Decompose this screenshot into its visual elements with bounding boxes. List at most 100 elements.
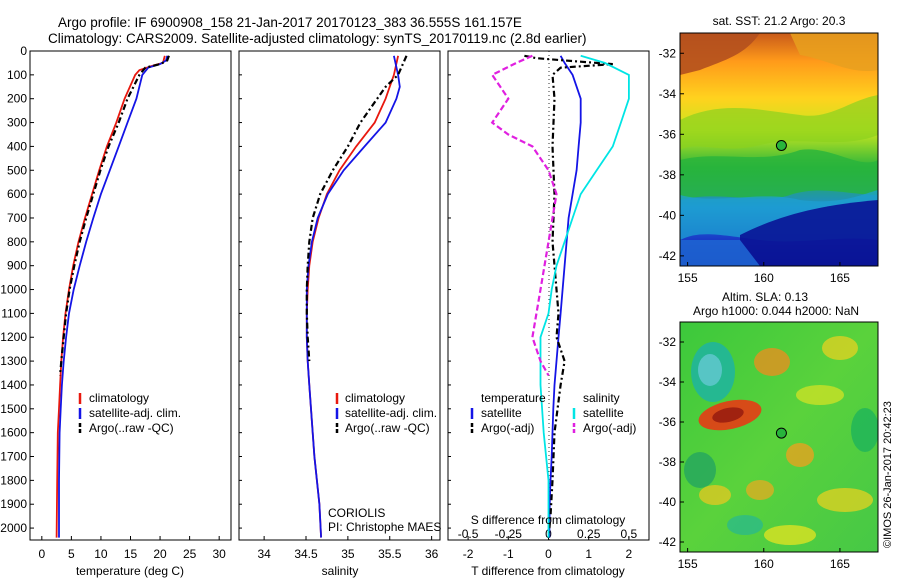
temperature-panel: 0100200300400500600700800900100011001200…	[0, 44, 232, 578]
series-line-climatology	[305, 55, 399, 538]
lon-tick-label: 160	[754, 557, 774, 571]
x-tick-label: 35	[341, 547, 355, 561]
x-tick-label: -0.5	[458, 527, 479, 541]
difference-lines	[448, 50, 630, 538]
x-tick-label: 35.5	[378, 547, 402, 561]
difference-panel: -2 -1 0 1 2 -0.5 -0.25 0 0.25 0.5 S difference f…	[447, 50, 650, 578]
header-line1: Argo profile: IF 6900908_158 21-Jan-2017…	[58, 15, 522, 30]
lat-tick-label: -38	[659, 455, 677, 469]
lat-tick-label: -42	[659, 535, 677, 549]
sla-map: Altim. SLA: 0.13 Argo h1000: 0.044 h2000…	[659, 290, 879, 571]
sst-map-frame	[679, 32, 879, 267]
series-line-climatology	[55, 55, 166, 538]
lat-tick-label: -38	[659, 168, 677, 182]
x-tick-label: 0.5	[621, 527, 638, 541]
series-line-satellite	[548, 55, 582, 538]
temperature-axes-frame	[29, 50, 232, 541]
depth-tick-label: 1200	[0, 330, 27, 344]
depth-tick-label: 1000	[0, 283, 27, 297]
s-difference-label: S difference from climatology	[471, 513, 626, 527]
lon-tick-label: 165	[830, 557, 850, 571]
series-line-sal_argo	[490, 54, 558, 376]
lon-tick-label: 155	[678, 271, 698, 285]
x-tick-label: 10	[94, 547, 108, 561]
x-tick-label: 1	[585, 547, 592, 561]
x-tick-label: 5	[68, 547, 75, 561]
lat-tick-label: -36	[659, 127, 677, 141]
depth-tick-label: 200	[7, 92, 27, 106]
legend-s-satellite: satellite	[583, 406, 624, 420]
sla-map-ticks: 155 160 165 -32 -34 -36 -38 -40 -42	[659, 335, 851, 571]
lon-tick-label: 160	[754, 271, 774, 285]
salinity-axes-frame	[238, 50, 441, 541]
depth-tick-label: 900	[7, 259, 27, 273]
lon-tick-label: 155	[678, 557, 698, 571]
lat-tick-label: -40	[659, 208, 677, 222]
depth-tick-label: 400	[7, 139, 27, 153]
argo-position-marker	[775, 427, 787, 439]
sst-map-ticks: 155 160 165 -32 -34 -36 -38 -40 -42	[659, 46, 851, 285]
lat-tick-label: -32	[659, 335, 677, 349]
depth-ticks: 0 100 200 300 400 500 600 700 800 900 1000 1100 1200…	[0, 44, 34, 535]
lat-tick-label: -40	[659, 495, 677, 509]
temperature-xlabel: temperature (deg C)	[76, 564, 184, 578]
x-tick-label: 34.5	[294, 547, 318, 561]
salinity-xlabel: salinity	[322, 564, 359, 578]
difference-axes-frame	[447, 50, 650, 541]
lat-tick-label: -36	[659, 415, 677, 429]
t-difference-x-ticks: -2 -1 0 1 2	[463, 536, 633, 561]
legend-t-satellite: satellite	[481, 406, 522, 420]
sla-map-title: Altim. SLA: 0.13	[722, 290, 808, 304]
temperature-lines	[55, 55, 170, 538]
depth-tick-label: 1400	[0, 378, 27, 392]
legend-satellite: satellite-adj. clim.	[89, 406, 181, 420]
series-line-argo	[524, 54, 613, 538]
legend-satellite: satellite-adj. clim.	[345, 406, 437, 420]
legend-t-argo: Argo(-adj)	[481, 421, 534, 435]
header-line2: Climatology: CARS2009. Satellite-adjuste…	[48, 31, 587, 46]
x-tick-label: -1	[503, 547, 514, 561]
x-tick-label: 34	[257, 547, 271, 561]
lat-tick-label: -34	[659, 87, 677, 101]
difference-legend: temperature salinity satellite Argo(-adj…	[470, 391, 636, 435]
depth-tick-label: 800	[7, 235, 27, 249]
x-tick-label: 0	[38, 547, 45, 561]
x-tick-label: -2	[463, 547, 474, 561]
depth-tick-label: 1800	[0, 473, 27, 487]
salinity-lines	[239, 50, 408, 538]
lat-tick-label: -34	[659, 375, 677, 389]
sst-map: sat. SST: 21.2 Argo: 20.3 155 160 165 -32 -3…	[659, 14, 879, 285]
sla-map-subtitle: Argo h1000: 0.044 h2000: NaN	[693, 304, 859, 318]
salinity-x-ticks: 34 34.5 35 35.5 36	[257, 536, 439, 561]
depth-tick-label: 1500	[0, 402, 27, 416]
series-line-satellite	[58, 55, 169, 538]
depth-tick-label: 600	[7, 187, 27, 201]
series-line-argo	[305, 55, 408, 362]
series-line-satellite	[305, 55, 401, 538]
temperature-x-ticks: 0 5 10 15 20 25 30	[38, 536, 226, 561]
legend-title-salinity: salinity	[583, 391, 620, 405]
depth-tick-label: 2000	[0, 521, 27, 535]
lat-tick-label: -42	[659, 249, 677, 263]
x-tick-label: 20	[153, 547, 167, 561]
legend-title-temperature: temperature	[481, 391, 546, 405]
x-tick-label: -0.25	[495, 527, 523, 541]
data-centre-label: CORIOLIS	[328, 506, 385, 520]
sst-map-title: sat. SST: 21.2 Argo: 20.3	[713, 14, 846, 28]
depth-tick-label: 300	[7, 116, 27, 130]
x-tick-label: 25	[183, 547, 197, 561]
series-line-sal_satellite	[539, 54, 630, 538]
x-tick-label: 15	[124, 547, 138, 561]
depth-tick-label: 500	[7, 163, 27, 177]
depth-tick-label: 1700	[0, 450, 27, 464]
t-difference-label: T difference from climatology	[471, 564, 625, 578]
depth-tick-label: 700	[7, 211, 27, 225]
legend-s-argo: Argo(-adj)	[583, 421, 636, 435]
x-tick-label: 2	[626, 547, 633, 561]
series-line-argo	[59, 55, 170, 376]
depth-tick-label: 0	[20, 44, 27, 58]
salinity-panel: 34 34.5 35 35.5 36 salinity climatology sate…	[238, 50, 441, 578]
salinity-legend: climatology satellite-adj. clim. Argo(..…	[335, 391, 437, 435]
legend-climatology: climatology	[89, 391, 149, 405]
